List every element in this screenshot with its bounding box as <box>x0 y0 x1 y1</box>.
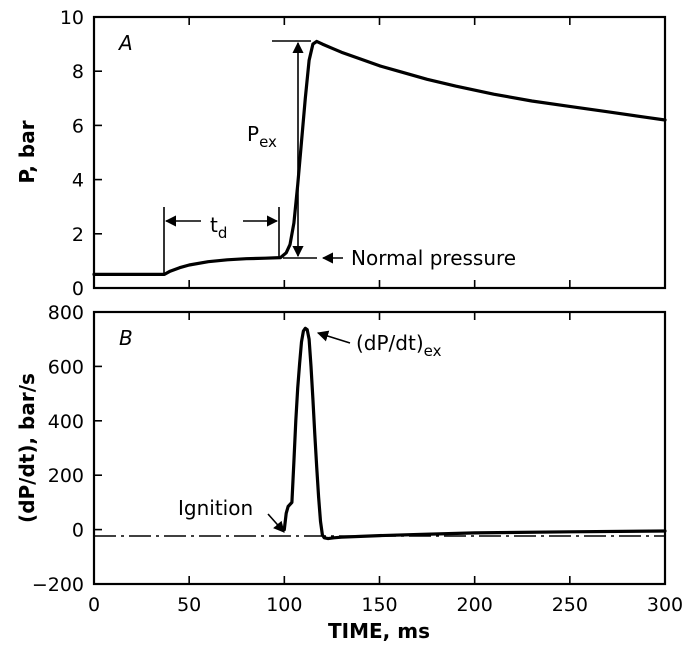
pressure-rate-curve <box>282 326 667 541</box>
peak-rate-label: (dP/dt)ex <box>356 331 442 360</box>
normal-pressure-label: Normal pressure <box>351 246 516 270</box>
xtick-label: 50 <box>177 594 201 616</box>
x-axis-title: TIME, ms <box>328 619 430 643</box>
panel-a-ytick-label: 2 <box>72 224 84 246</box>
panel-b-ylabel: (dP/dt), bar/s <box>15 373 39 523</box>
peak-rate-arrow <box>316 330 351 344</box>
xtick-label: 300 <box>647 594 683 616</box>
panel-b-ytick-label: 800 <box>48 302 84 324</box>
panel-a-ytick-label: 8 <box>72 61 84 83</box>
xtick-label: 200 <box>457 594 493 616</box>
xtick-label: 0 <box>88 594 100 616</box>
xtick-label: 100 <box>266 594 302 616</box>
panel-b-label: B <box>119 326 133 350</box>
ignition-arrow <box>267 513 285 533</box>
panel-a-ytick-label: 6 <box>72 115 84 137</box>
panel-b-ytick-label: 600 <box>48 356 84 378</box>
pressure-curve <box>92 39 667 276</box>
panel-b-ytick-label: 200 <box>48 465 84 487</box>
ignition-label: Ignition <box>178 496 253 520</box>
panel-b-ytick-label: 0 <box>72 520 84 542</box>
xtick-label: 150 <box>361 594 397 616</box>
panel-a-ytick-label: 10 <box>60 7 84 29</box>
panel-b-ytick-label: 400 <box>48 411 84 433</box>
panel-a-ytick-label: 4 <box>72 170 84 192</box>
panel-b-ytick-label: −200 <box>32 574 84 596</box>
panel-a-ytick-label: 0 <box>72 278 84 300</box>
panel-a-ylabel: P, bar <box>15 120 39 183</box>
pex-label: Pex <box>247 122 277 151</box>
panel-a-ticks: 0 2 4 6 8 10 <box>60 7 666 300</box>
panel-a-label: A <box>117 31 133 55</box>
td-label: td <box>210 213 227 242</box>
xtick-label: 250 <box>552 594 588 616</box>
